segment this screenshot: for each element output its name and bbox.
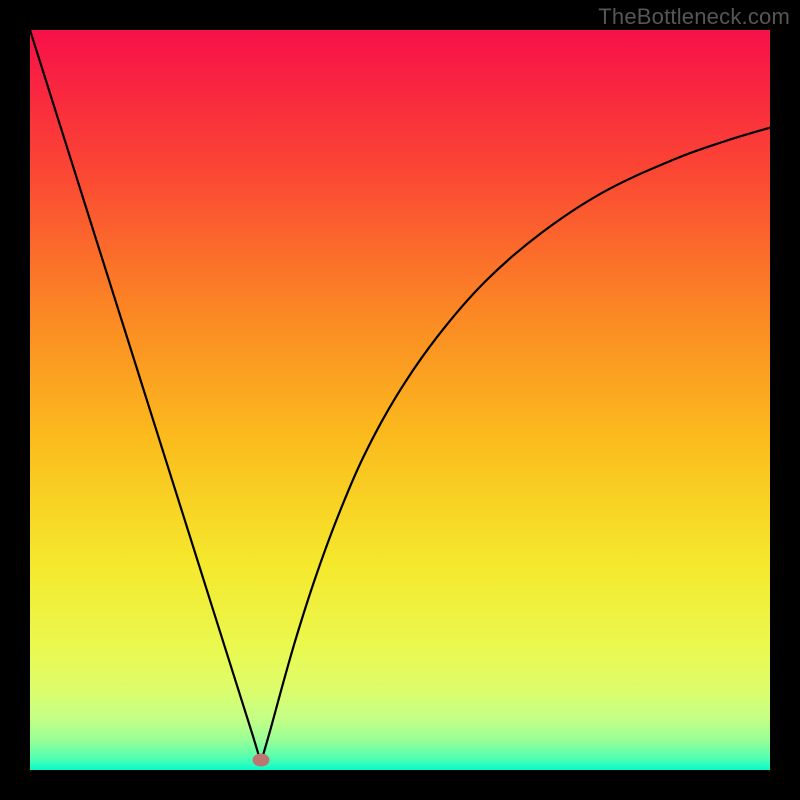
plot-area [30, 30, 770, 770]
watermark-text: TheBottleneck.com [598, 4, 790, 30]
bottleneck-curve-chart [30, 30, 770, 770]
gradient-background [30, 30, 770, 770]
chart-frame: TheBottleneck.com [0, 0, 800, 800]
minimum-marker [252, 753, 269, 766]
